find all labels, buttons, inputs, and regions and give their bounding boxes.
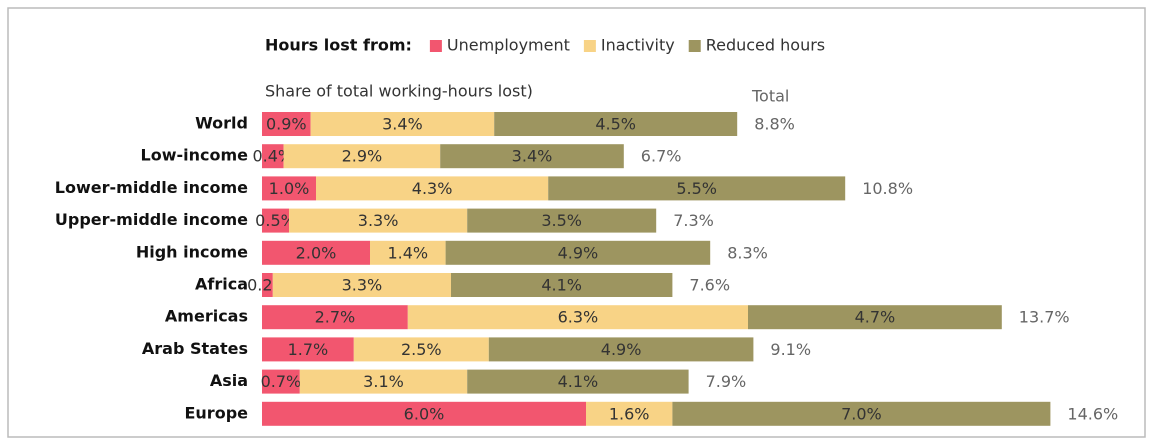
bar-segment xyxy=(467,208,657,233)
bar-segment xyxy=(494,112,738,136)
bar-segment xyxy=(310,112,495,136)
value-label: 2.5% xyxy=(401,340,442,359)
bar-segment xyxy=(299,369,468,394)
category-label: Arab States xyxy=(142,339,248,358)
bar-segment xyxy=(262,337,354,362)
total-label: 6.7% xyxy=(641,147,682,166)
bar-segment xyxy=(289,208,468,233)
value-label: 0.4% xyxy=(252,147,293,166)
bar-segment xyxy=(272,273,451,297)
category-label: Asia xyxy=(210,371,248,390)
category-label: Africa xyxy=(195,275,248,294)
category-label: Americas xyxy=(165,307,248,326)
bar-segment xyxy=(262,401,586,426)
value-label: 4.1% xyxy=(541,276,582,295)
value-label: 0.7% xyxy=(261,372,302,391)
legend-swatch xyxy=(688,40,701,52)
value-label: 4.9% xyxy=(601,340,642,359)
value-label: 3.4% xyxy=(512,147,553,166)
bar-segment xyxy=(262,112,311,136)
value-label: 6.0% xyxy=(404,404,445,423)
total-label: 10.8% xyxy=(862,179,913,198)
bar-segment xyxy=(353,337,489,362)
category-label: Europe xyxy=(184,403,248,422)
value-label: 2.0% xyxy=(296,243,337,262)
bar-segment xyxy=(451,273,673,297)
bar-segment xyxy=(283,144,441,169)
legend-label: Reduced hours xyxy=(706,36,825,55)
bar-segment xyxy=(445,240,711,265)
bar-segment xyxy=(262,240,370,265)
value-label: 0.5% xyxy=(255,211,296,230)
value-label: 4.7% xyxy=(855,308,896,327)
bar-segment xyxy=(262,369,300,394)
bar-segment xyxy=(440,144,624,169)
bar-segment xyxy=(370,240,446,265)
value-label: 4.9% xyxy=(558,243,599,262)
value-label: 7.0% xyxy=(841,404,882,423)
total-label: 14.6% xyxy=(1067,404,1118,423)
value-label: 3.5% xyxy=(541,211,582,230)
total-label: 7.3% xyxy=(673,211,714,230)
value-label: 1.6% xyxy=(609,404,650,423)
subtitle: Share of total working-hours lost) xyxy=(265,82,533,101)
total-label: 7.6% xyxy=(689,276,730,295)
legend-swatch xyxy=(583,40,596,52)
bar-segment xyxy=(262,144,284,169)
legend-swatch xyxy=(429,40,442,52)
bar-segment xyxy=(262,273,273,297)
bar-segment xyxy=(262,208,289,233)
value-label: 2.7% xyxy=(315,308,356,327)
legend-label: Unemployment xyxy=(447,36,570,55)
category-label: Lower-middle income xyxy=(55,178,248,197)
value-label: 1.4% xyxy=(387,243,428,262)
bar-segment xyxy=(262,305,408,330)
bar-segment xyxy=(407,305,748,330)
value-label: 5.5% xyxy=(676,179,717,198)
value-label: 3.3% xyxy=(342,276,383,295)
bar-segment xyxy=(748,305,1002,330)
value-label: 3.4% xyxy=(382,115,423,134)
bar-segment xyxy=(316,176,549,201)
bar-segment xyxy=(672,401,1051,426)
legend-label: Inactivity xyxy=(601,36,675,55)
category-label: World xyxy=(195,114,248,133)
legend-title: Hours lost from: xyxy=(265,36,412,55)
category-label: Upper-middle income xyxy=(55,210,248,229)
category-label: High income xyxy=(136,242,248,261)
total-header: Total xyxy=(751,87,789,106)
value-label: 4.1% xyxy=(558,372,599,391)
value-label: 4.3% xyxy=(412,179,453,198)
total-label: 13.7% xyxy=(1019,308,1070,327)
value-label: 6.3% xyxy=(558,308,599,327)
value-label: 0.9% xyxy=(266,115,307,134)
value-label: 2.9% xyxy=(342,147,383,166)
total-label: 7.9% xyxy=(706,372,747,391)
category-label: Low-income xyxy=(141,146,249,165)
value-label: 3.3% xyxy=(358,211,399,230)
total-label: 8.3% xyxy=(727,243,768,262)
bar-segment xyxy=(467,369,689,394)
value-label: 1.7% xyxy=(288,340,329,359)
total-label: 8.8% xyxy=(754,115,795,134)
total-label: 9.1% xyxy=(770,340,811,359)
bar-segment xyxy=(586,401,673,426)
value-label: 4.5% xyxy=(595,115,636,134)
value-label: 3.1% xyxy=(363,372,404,391)
bar-segment xyxy=(488,337,754,362)
bar-segment xyxy=(262,176,316,201)
bar-segment xyxy=(548,176,846,201)
value-label: 1.0% xyxy=(269,179,310,198)
